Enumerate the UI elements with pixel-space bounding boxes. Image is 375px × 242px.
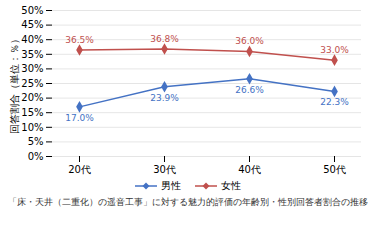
svg-text:30%: 30% — [21, 63, 43, 74]
svg-text:33.0%: 33.0% — [320, 45, 349, 55]
svg-text:36.5%: 36.5% — [65, 35, 94, 45]
svg-text:回答割合（単位：％）: 回答割合（単位：％） — [9, 34, 20, 134]
svg-text:50代: 50代 — [323, 164, 346, 175]
svg-text:22.3%: 22.3% — [320, 97, 349, 107]
svg-text:50%: 50% — [21, 5, 43, 16]
svg-text:35%: 35% — [21, 49, 43, 60]
svg-text:23.9%: 23.9% — [150, 93, 179, 103]
html-text:男性: 男性 — [160, 180, 181, 191]
svg-text:40代: 40代 — [238, 164, 261, 175]
svg-text:5%: 5% — [28, 136, 44, 147]
svg-text:45%: 45% — [21, 19, 43, 30]
svg-text:25%: 25% — [21, 78, 43, 89]
svg-text:10%: 10% — [21, 122, 43, 133]
svg-text:20代: 20代 — [68, 164, 91, 175]
svg-text:20%: 20% — [21, 92, 43, 103]
svg-text:40%: 40% — [21, 34, 43, 45]
svg-text:15%: 15% — [21, 107, 43, 118]
svg-text:26.6%: 26.6% — [235, 85, 264, 95]
svg-text:17.0%: 17.0% — [65, 113, 94, 123]
html-text:「床・天井（二重化）の遥音工事」に対する魅力的評価の年齢別・: 「床・天井（二重化）の遥音工事」に対する魅力的評価の年齢別・性別回答者割合の推移 — [7, 197, 368, 207]
svg-text:36.8%: 36.8% — [150, 34, 179, 44]
svg-text:36.0%: 36.0% — [235, 36, 264, 46]
svg-text:0%: 0% — [28, 151, 44, 162]
svg-text:30代: 30代 — [153, 164, 176, 175]
html-text:女性: 女性 — [220, 180, 241, 191]
